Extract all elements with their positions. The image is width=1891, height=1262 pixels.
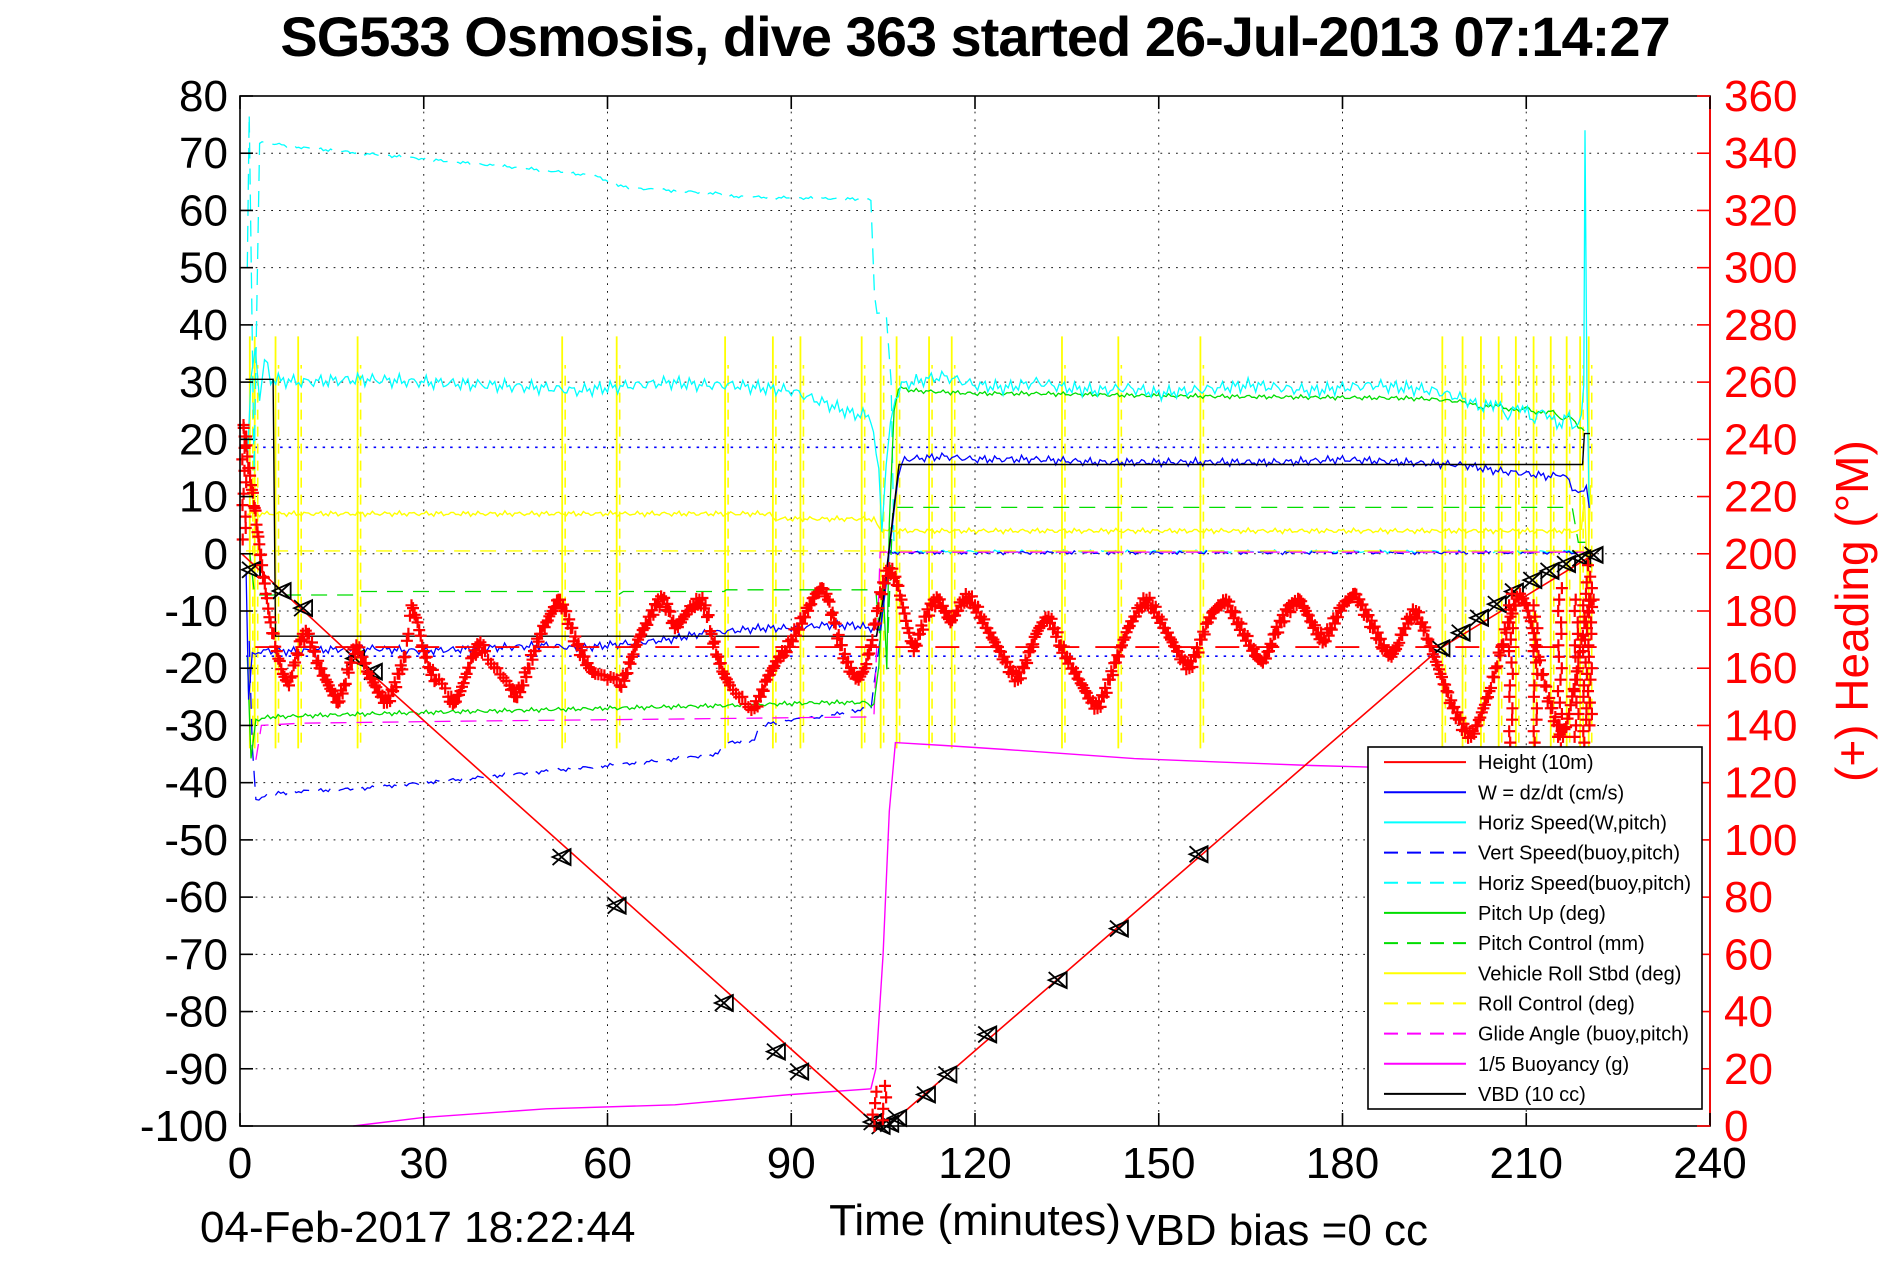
svg-text:0: 0	[204, 530, 228, 579]
svg-text:-100: -100	[140, 1102, 228, 1151]
legend-label: Glide Angle (buoy,pitch)	[1478, 1024, 1689, 1046]
legend-label: W = dz/dt (cm/s)	[1478, 782, 1624, 804]
axis-ticks	[239, 95, 1711, 1127]
svg-text:90: 90	[767, 1139, 816, 1188]
series-pitch-up-deg-	[246, 386, 1585, 759]
svg-text:220: 220	[1724, 473, 1797, 522]
legend-label: 1/5 Buoyancy (g)	[1478, 1054, 1629, 1076]
svg-text:-20: -20	[164, 644, 228, 693]
svg-text:120: 120	[938, 1139, 1011, 1188]
plot-title: SG533 Osmosis, dive 363 started 26-Jul-2…	[280, 5, 1670, 68]
series-horiz-speed-buoy-pitch-	[246, 114, 1582, 554]
svg-text:240: 240	[1673, 1139, 1746, 1188]
svg-text:70: 70	[179, 129, 228, 178]
axis-tick-labels: 0 30 60 90 120 150 180 210 24080706050403020100-…	[140, 72, 1798, 1188]
svg-text:40: 40	[179, 301, 228, 350]
legend-label: VBD (10 cc)	[1478, 1084, 1586, 1106]
svg-text:280: 280	[1724, 301, 1797, 350]
svg-text:200: 200	[1724, 530, 1797, 579]
svg-text:140: 140	[1724, 701, 1797, 750]
roll-spike-lines	[248, 336, 1593, 749]
right-y-axis-label: (+) Heading (°M)	[1826, 440, 1878, 782]
vbd-bias-note: VBD bias =0 cc	[1126, 1206, 1429, 1255]
legend-label: Vehicle Roll Stbd (deg)	[1478, 963, 1681, 985]
generated-timestamp: 04-Feb-2017 18:22:44	[200, 1203, 636, 1252]
svg-text:60: 60	[1724, 930, 1773, 979]
legend-label: Height (10m)	[1478, 752, 1594, 774]
svg-text:300: 300	[1724, 244, 1797, 293]
series-horiz-speed-w-pitch-	[246, 130, 1590, 532]
legend-label: Horiz Speed(buoy,pitch)	[1478, 873, 1691, 895]
series-vert-speed-buoy-pitch-	[248, 549, 1582, 801]
svg-text:20: 20	[179, 415, 228, 464]
svg-text:50: 50	[179, 244, 228, 293]
legend-label: Vert Speed(buoy,pitch)	[1478, 843, 1680, 865]
svg-text:30: 30	[399, 1139, 448, 1188]
x-axis-label: Time (minutes)	[829, 1196, 1121, 1245]
svg-text:60: 60	[583, 1139, 632, 1188]
svg-text:160: 160	[1724, 644, 1797, 693]
svg-text:80: 80	[179, 72, 228, 121]
svg-text:260: 260	[1724, 358, 1797, 407]
svg-text:-80: -80	[164, 988, 228, 1037]
svg-text:100: 100	[1724, 816, 1797, 865]
svg-text:0: 0	[228, 1139, 252, 1188]
axes-frame: 0 30 60 90 120 150 180 210 24080706050403020100-…	[140, 72, 1798, 1188]
legend-label: Horiz Speed(W,pitch)	[1478, 812, 1667, 834]
svg-text:-30: -30	[164, 701, 228, 750]
svg-text:80: 80	[1724, 873, 1773, 922]
svg-text:-60: -60	[164, 873, 228, 922]
svg-text:10: 10	[179, 473, 228, 522]
legend-label: Pitch Control (mm)	[1478, 933, 1645, 955]
svg-text:180: 180	[1306, 1139, 1379, 1188]
svg-text:150: 150	[1122, 1139, 1195, 1188]
svg-text:340: 340	[1724, 129, 1797, 178]
series-vbd-10-cc-	[245, 378, 1590, 637]
svg-text:-70: -70	[164, 930, 228, 979]
legend-box	[1367, 746, 1703, 1110]
legend-label: Pitch Up (deg)	[1478, 903, 1606, 925]
legend-label: Roll Control (deg)	[1478, 993, 1635, 1015]
svg-text:40: 40	[1724, 988, 1773, 1037]
svg-text:120: 120	[1724, 759, 1797, 808]
legend: Height (10m) W = dz/dt (cm/s) Horiz Speed(…	[1367, 746, 1703, 1110]
svg-text:180: 180	[1724, 587, 1797, 636]
svg-text:240: 240	[1724, 415, 1797, 464]
svg-text:30: 30	[179, 358, 228, 407]
svg-text:360: 360	[1724, 72, 1797, 121]
series-vehicle-roll-stbd-deg-	[247, 485, 1592, 585]
svg-text:210: 210	[1490, 1139, 1563, 1188]
svg-text:-40: -40	[164, 759, 228, 808]
svg-text:-90: -90	[164, 1045, 228, 1094]
svg-text:-50: -50	[164, 816, 228, 865]
series-pitch-control-mm-	[243, 506, 1588, 635]
svg-text:60: 60	[179, 186, 228, 235]
svg-text:0: 0	[1724, 1102, 1748, 1151]
series-w-dz-dt-cm-s-	[245, 451, 1590, 700]
svg-text:-10: -10	[164, 587, 228, 636]
svg-text:20: 20	[1724, 1045, 1773, 1094]
heading-scatter-plus-marks	[236, 419, 1600, 1132]
svg-text:320: 320	[1724, 186, 1797, 235]
